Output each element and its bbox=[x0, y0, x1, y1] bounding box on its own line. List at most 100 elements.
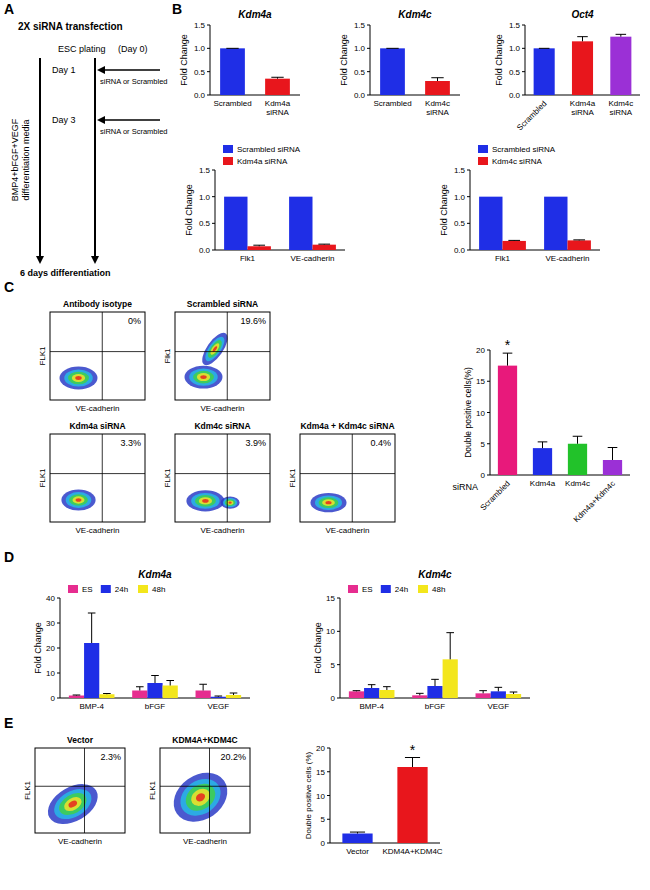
gate-line bbox=[160, 786, 250, 787]
density-contour bbox=[325, 501, 331, 504]
error-cap bbox=[271, 77, 283, 78]
density-contour bbox=[319, 497, 339, 508]
error-bar bbox=[416, 693, 424, 695]
density-contour bbox=[209, 342, 221, 356]
y-tick-label: 5 bbox=[481, 440, 486, 449]
bars bbox=[220, 48, 290, 95]
y-tick-label: 0.5 bbox=[509, 68, 521, 77]
error-line bbox=[91, 613, 92, 643]
density-contour bbox=[41, 776, 105, 832]
density-contour bbox=[200, 375, 206, 379]
density-contour bbox=[73, 496, 85, 503]
error-bar bbox=[136, 687, 144, 691]
y-axis bbox=[210, 25, 211, 95]
y-tick-label: 1.0 bbox=[199, 193, 211, 202]
density-contour bbox=[181, 778, 221, 816]
error-line bbox=[155, 676, 156, 684]
y-tick-label: 5 bbox=[331, 661, 336, 670]
error-line bbox=[582, 37, 583, 42]
y-tick bbox=[327, 843, 330, 844]
gate-line bbox=[35, 786, 125, 787]
error-cap bbox=[508, 240, 520, 241]
x-tick-label: bFGF bbox=[425, 702, 446, 711]
diagram-text: ESC plating bbox=[58, 44, 106, 54]
legend-label: 24h bbox=[115, 585, 128, 594]
bars bbox=[479, 197, 591, 250]
y-tick-label: 40 bbox=[46, 594, 55, 603]
y-tick-label: 1.5 bbox=[199, 166, 211, 175]
flow-frame bbox=[50, 434, 145, 522]
y-tick bbox=[337, 631, 340, 632]
error-bar bbox=[318, 244, 330, 246]
legend-swatch bbox=[68, 585, 78, 593]
panel-label: E bbox=[4, 715, 13, 731]
x-tick-label: Kdm4csiRNA bbox=[608, 99, 633, 117]
gate-line bbox=[50, 351, 145, 352]
y-tick bbox=[57, 648, 60, 649]
gate-line bbox=[209, 748, 210, 833]
x-tick-label: Kdm4asiRNA bbox=[265, 99, 291, 117]
error-cap bbox=[573, 436, 583, 437]
gate-percent: 0.4% bbox=[370, 438, 391, 448]
annotation: * bbox=[410, 742, 416, 758]
density-contour bbox=[194, 791, 206, 803]
bar bbox=[572, 41, 593, 95]
y-tick-label: 0 bbox=[51, 694, 56, 703]
legend-label: Kdm4a siRNA bbox=[237, 157, 288, 166]
y-axis bbox=[470, 170, 471, 250]
y-axis-label: FLK1 bbox=[23, 780, 32, 800]
density-contour bbox=[199, 497, 212, 504]
diagram-title: 2X siRNA transfection bbox=[18, 21, 123, 32]
diagram-text: siRNA or Scrambled bbox=[100, 77, 168, 86]
density-contour bbox=[223, 498, 237, 507]
gate-line bbox=[102, 434, 103, 522]
error-bar bbox=[577, 37, 588, 42]
y-axis-label: Fold Change bbox=[313, 622, 323, 674]
density-contour bbox=[315, 495, 342, 510]
bar bbox=[265, 79, 290, 95]
y-axis-label: Double positive cells (%) bbox=[304, 751, 313, 839]
y-tick bbox=[212, 223, 215, 224]
y-axis-label: Fold Change bbox=[439, 184, 449, 236]
y-tick bbox=[212, 170, 215, 171]
panel-label: B bbox=[172, 1, 182, 17]
flow-plot bbox=[175, 434, 270, 522]
y-tick bbox=[207, 25, 210, 26]
error-cap bbox=[353, 690, 361, 691]
legend-label: ES bbox=[82, 585, 93, 594]
bar bbox=[220, 48, 245, 95]
error-cap bbox=[431, 679, 439, 680]
y-tick bbox=[207, 48, 210, 49]
y-axis-label: FLK1 bbox=[163, 468, 172, 488]
error-bar bbox=[431, 78, 443, 81]
error-cap bbox=[103, 693, 111, 694]
error-cap bbox=[226, 48, 238, 49]
y-tick bbox=[487, 443, 490, 444]
legend-swatch bbox=[478, 157, 488, 165]
gate-line bbox=[227, 312, 228, 400]
flow-frame bbox=[175, 434, 270, 522]
x-axis-label: VE-cadherin bbox=[75, 526, 119, 535]
density-contour bbox=[164, 763, 237, 832]
density-contour bbox=[322, 499, 335, 506]
y-tick-label: 0.5 bbox=[354, 68, 366, 77]
error-cap bbox=[573, 239, 585, 240]
legend-label: Scrambled siRNA bbox=[492, 145, 556, 154]
y-tick-label: 20 bbox=[476, 346, 485, 355]
bar bbox=[443, 659, 458, 698]
x-tick-label: Kdm4a bbox=[530, 479, 556, 488]
panel-label: D bbox=[4, 549, 14, 565]
bar bbox=[147, 683, 162, 698]
figure: ABCDE2X siRNA transfectionESC plating(Da… bbox=[0, 0, 650, 890]
y-tick bbox=[57, 598, 60, 599]
error-line bbox=[542, 442, 543, 448]
density-contour bbox=[173, 771, 227, 823]
error-cap bbox=[230, 693, 238, 694]
legend-swatch bbox=[101, 585, 111, 593]
density-contour bbox=[76, 498, 82, 502]
gate-percent: 19.6% bbox=[240, 316, 266, 326]
bar bbox=[69, 696, 84, 699]
gate-line bbox=[300, 473, 395, 474]
flow-title: Scrambled siRNA bbox=[187, 299, 258, 309]
error-line bbox=[139, 687, 140, 691]
